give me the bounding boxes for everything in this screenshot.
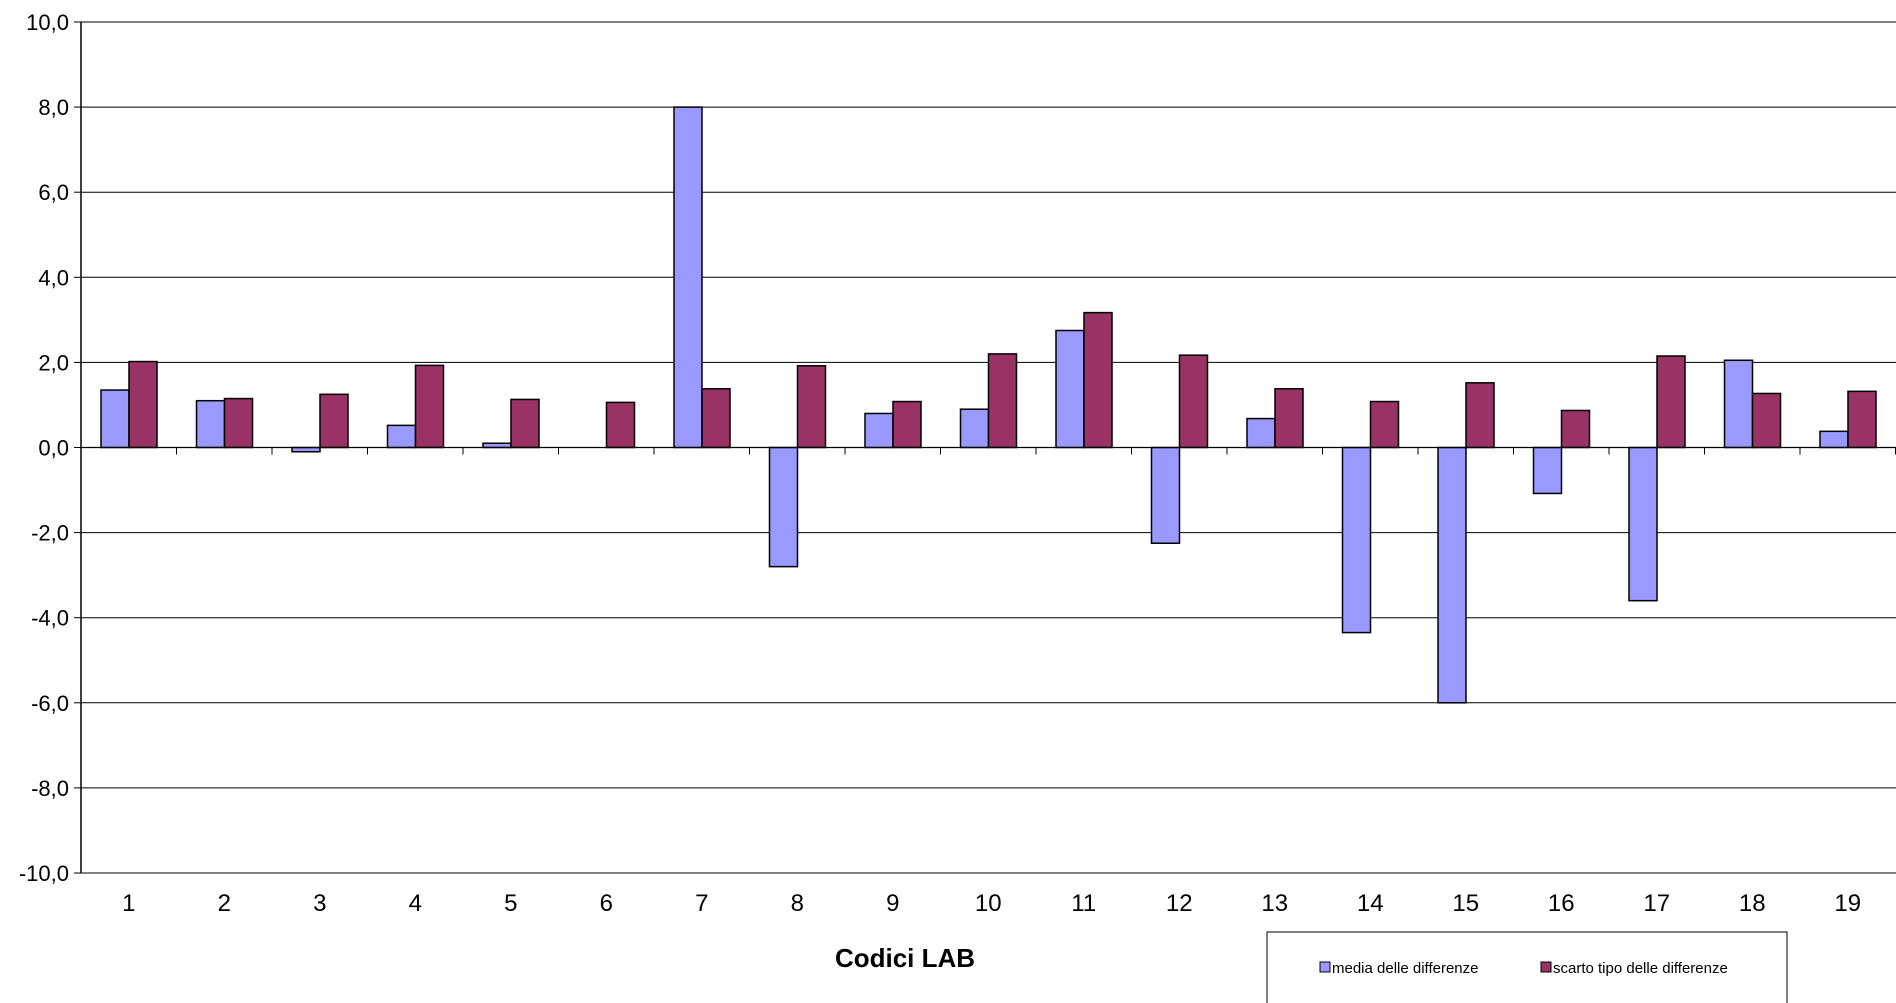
bar-scarto-1 bbox=[128, 360, 158, 449]
bar-media-14 bbox=[1341, 446, 1372, 634]
y-tick-label: 2,0 bbox=[38, 350, 69, 375]
bar-media-1 bbox=[100, 389, 130, 449]
bar-scarto-18 bbox=[1751, 392, 1782, 449]
y-tick-label: -4,0 bbox=[31, 606, 69, 631]
x-tick-label: 17 bbox=[1643, 890, 1670, 917]
bar-scarto-10 bbox=[987, 353, 1018, 449]
bar-media-15 bbox=[1437, 446, 1467, 704]
bar-scarto-3 bbox=[319, 393, 349, 449]
bar-media-17 bbox=[1628, 446, 1658, 602]
legend-label-media: media delle differenze bbox=[1332, 960, 1478, 977]
y-tick-label: 4,0 bbox=[38, 265, 69, 290]
bar-scarto-14 bbox=[1369, 400, 1400, 449]
bar-scarto-17 bbox=[1656, 355, 1686, 449]
x-tick-label: 11 bbox=[1071, 890, 1096, 917]
x-tick-label: 5 bbox=[504, 890, 517, 917]
bar-scarto-9 bbox=[892, 400, 922, 449]
legend-swatch-media bbox=[1319, 961, 1331, 973]
bar-scarto-7 bbox=[701, 388, 731, 449]
bar-media-8 bbox=[768, 446, 799, 568]
bar-scarto-12 bbox=[1178, 354, 1209, 449]
x-tick-label: 19 bbox=[1834, 890, 1861, 917]
legend-label-scarto: scarto tipo delle differenze bbox=[1553, 960, 1728, 977]
legend-swatch-scarto bbox=[1540, 961, 1552, 973]
bar-media-12 bbox=[1150, 446, 1181, 544]
x-axis-title: Codici LAB bbox=[835, 943, 975, 973]
x-tick-label: 8 bbox=[791, 890, 804, 917]
legend: media delle differenze scarto tipo delle… bbox=[1266, 931, 1788, 1003]
bar-media-4 bbox=[386, 424, 417, 449]
y-tick-label: -10,0 bbox=[19, 861, 69, 886]
x-tick-label: 14 bbox=[1357, 890, 1384, 917]
bar-media-11 bbox=[1055, 329, 1085, 449]
bar-scarto-2 bbox=[223, 397, 254, 449]
y-tick-label: 10,0 bbox=[26, 10, 69, 35]
y-tick-label: -2,0 bbox=[31, 521, 69, 546]
bar-scarto-16 bbox=[1560, 409, 1591, 449]
bar-media-10 bbox=[959, 408, 990, 449]
x-tick-label: 10 bbox=[975, 890, 1002, 917]
bar-scarto-19 bbox=[1847, 390, 1877, 449]
bar-media-9 bbox=[864, 412, 894, 449]
x-tick-label: 9 bbox=[886, 890, 899, 917]
x-tick-label: 7 bbox=[695, 890, 708, 917]
bar-scarto-15 bbox=[1465, 382, 1495, 449]
x-tick-label: 12 bbox=[1166, 890, 1193, 917]
bar-media-18 bbox=[1723, 359, 1754, 449]
bar-media-2 bbox=[195, 399, 226, 449]
x-tick-label: 15 bbox=[1452, 890, 1479, 917]
bar-media-3 bbox=[291, 446, 321, 453]
bar-scarto-4 bbox=[414, 364, 445, 449]
y-tick-label: -6,0 bbox=[31, 691, 69, 716]
x-tick-label: 13 bbox=[1261, 890, 1288, 917]
bar-scarto-5 bbox=[510, 398, 540, 449]
bar-scarto-6 bbox=[605, 401, 636, 449]
bar-media-7 bbox=[673, 106, 703, 449]
legend-box bbox=[1266, 931, 1788, 1003]
y-tick-label: 6,0 bbox=[38, 180, 69, 205]
x-tick-label: 4 bbox=[409, 890, 422, 917]
bar-scarto-8 bbox=[796, 365, 827, 449]
x-axis-ticks: 1 2 3 4 5 6 7 8 9 10 11 12 13 14 15 16 17 18 19 bbox=[80, 447, 1896, 917]
bar-media-19 bbox=[1819, 430, 1849, 449]
bar-media-5 bbox=[482, 442, 512, 449]
bar-scarto-11 bbox=[1083, 311, 1113, 449]
x-tick-label: 1 bbox=[122, 890, 135, 917]
x-tick-label: 3 bbox=[313, 890, 326, 917]
bars bbox=[100, 106, 1877, 704]
y-tick-label: -8,0 bbox=[31, 776, 69, 801]
y-tick-label: 0,0 bbox=[38, 436, 69, 461]
x-tick-label: 6 bbox=[600, 890, 613, 917]
bar-scarto-13 bbox=[1274, 388, 1304, 449]
bar-media-16 bbox=[1532, 446, 1563, 495]
y-axis-ticks: 10,0 8,0 6,0 4,0 2,0 0,0 -2,0 -4,0 -6,0 -8,0 -10,0 bbox=[19, 10, 81, 886]
x-tick-label: 16 bbox=[1548, 890, 1575, 917]
y-tick-label: 8,0 bbox=[38, 95, 69, 120]
axes bbox=[80, 22, 1896, 873]
bar-media-13 bbox=[1246, 417, 1276, 449]
x-tick-label: 2 bbox=[218, 890, 231, 917]
x-tick-label: 18 bbox=[1739, 890, 1766, 917]
